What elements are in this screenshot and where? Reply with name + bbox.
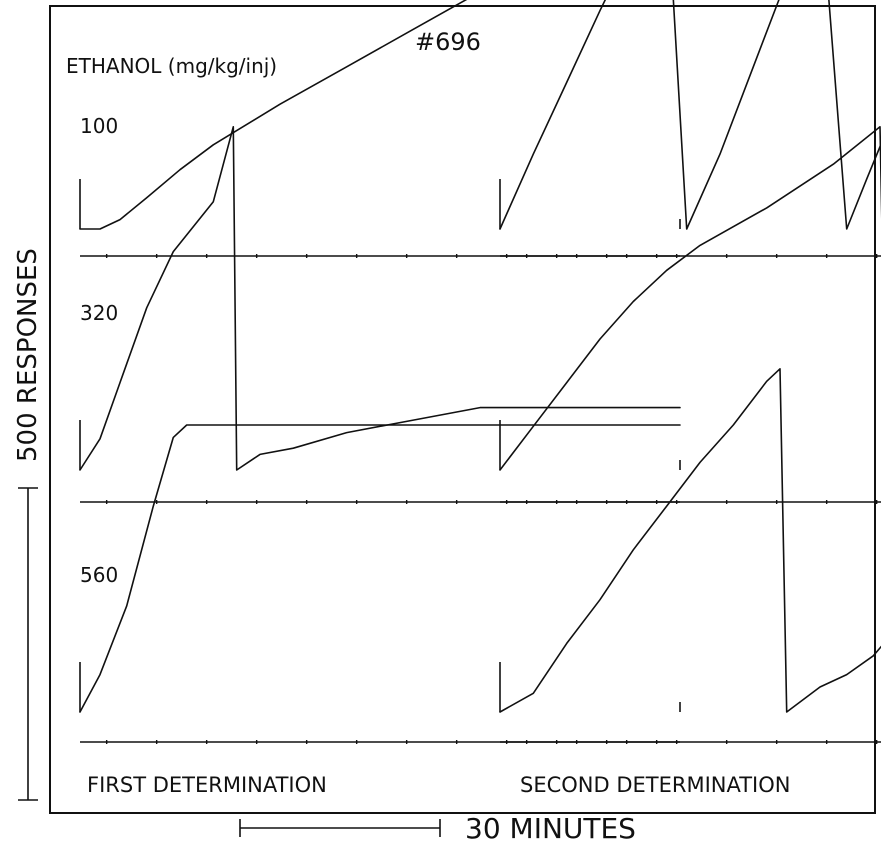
dose-label-100: 100 — [80, 114, 118, 138]
drug-label: ETHANOL (mg/kg/inj) — [66, 54, 277, 78]
column-label-second: SECOND DETERMINATION — [520, 773, 791, 797]
subject-id: #696 — [415, 28, 481, 56]
dose-label-560: 560 — [80, 563, 118, 587]
cumulative-record-line — [79, 126, 681, 471]
figure-frame — [49, 5, 876, 814]
cumulative-record-line — [79, 0, 468, 230]
column-label-first: FIRST DETERMINATION — [87, 773, 327, 797]
cumulative-record-line — [79, 424, 681, 713]
x-scale-label: 30 MINUTES — [465, 812, 636, 845]
y-scale-label: 500 RESPONSES — [13, 248, 43, 462]
dose-label-320: 320 — [80, 301, 118, 325]
cumulative-record-line — [499, 126, 881, 471]
cumulative-record-line — [499, 367, 881, 713]
cumulative-records — [79, 0, 881, 744]
scale-bars — [18, 487, 441, 837]
cumulative-record-line — [499, 0, 881, 230]
